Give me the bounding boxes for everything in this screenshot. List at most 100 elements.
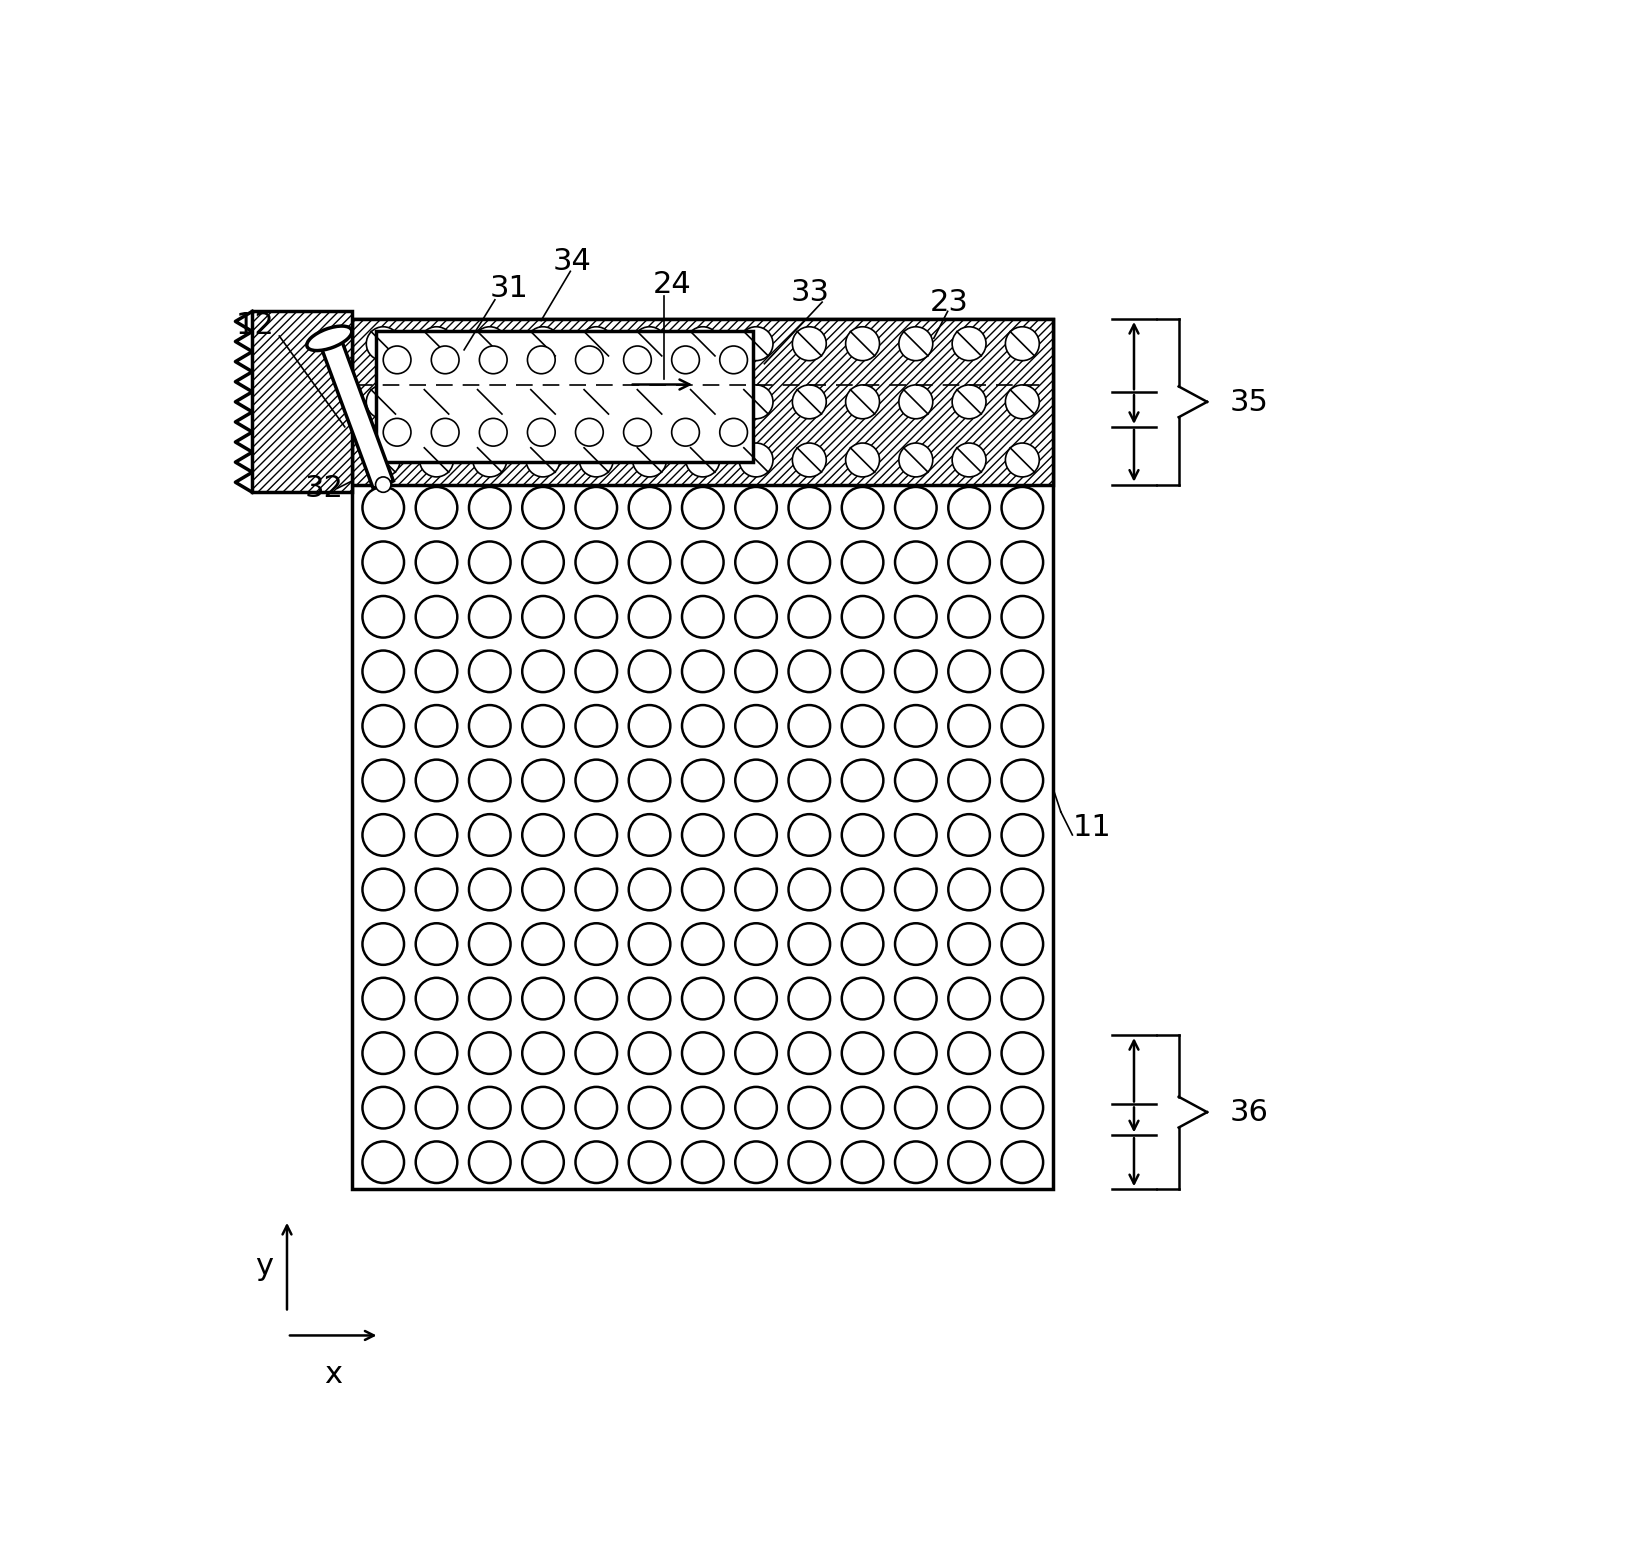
Circle shape bbox=[362, 1032, 404, 1074]
Circle shape bbox=[894, 488, 937, 528]
Circle shape bbox=[949, 706, 990, 746]
Circle shape bbox=[685, 444, 720, 477]
Circle shape bbox=[575, 1087, 618, 1129]
Circle shape bbox=[949, 1142, 990, 1182]
Circle shape bbox=[469, 814, 511, 856]
Circle shape bbox=[789, 488, 830, 528]
Circle shape bbox=[415, 978, 458, 1019]
Circle shape bbox=[575, 814, 618, 856]
Circle shape bbox=[522, 1087, 563, 1129]
Circle shape bbox=[522, 651, 563, 691]
Circle shape bbox=[362, 1087, 404, 1129]
Circle shape bbox=[362, 869, 404, 911]
Circle shape bbox=[1005, 444, 1039, 477]
Circle shape bbox=[366, 326, 400, 361]
Circle shape bbox=[792, 444, 827, 477]
Polygon shape bbox=[320, 334, 394, 488]
Circle shape bbox=[629, 869, 670, 911]
Text: 35: 35 bbox=[1230, 387, 1268, 417]
Circle shape bbox=[362, 1142, 404, 1182]
Circle shape bbox=[415, 924, 458, 964]
Circle shape bbox=[952, 444, 987, 477]
Circle shape bbox=[1005, 384, 1039, 419]
Circle shape bbox=[894, 1142, 937, 1182]
Circle shape bbox=[1001, 596, 1043, 638]
Circle shape bbox=[949, 978, 990, 1019]
Circle shape bbox=[842, 488, 883, 528]
Circle shape bbox=[789, 596, 830, 638]
Circle shape bbox=[682, 759, 723, 801]
Circle shape bbox=[682, 1142, 723, 1182]
Circle shape bbox=[629, 488, 670, 528]
Circle shape bbox=[842, 924, 883, 964]
Circle shape bbox=[949, 924, 990, 964]
Circle shape bbox=[362, 541, 404, 583]
Circle shape bbox=[735, 1032, 777, 1074]
Circle shape bbox=[894, 869, 937, 911]
Circle shape bbox=[1001, 869, 1043, 911]
Circle shape bbox=[575, 651, 618, 691]
Circle shape bbox=[894, 596, 937, 638]
Circle shape bbox=[469, 869, 511, 911]
Circle shape bbox=[415, 814, 458, 856]
Circle shape bbox=[629, 541, 670, 583]
Circle shape bbox=[415, 541, 458, 583]
Circle shape bbox=[789, 978, 830, 1019]
Circle shape bbox=[894, 759, 937, 801]
Circle shape bbox=[842, 759, 883, 801]
Circle shape bbox=[469, 924, 511, 964]
Circle shape bbox=[522, 978, 563, 1019]
Circle shape bbox=[682, 814, 723, 856]
Circle shape bbox=[575, 488, 618, 528]
Circle shape bbox=[672, 419, 700, 447]
Circle shape bbox=[894, 651, 937, 691]
Circle shape bbox=[735, 706, 777, 746]
Circle shape bbox=[949, 1032, 990, 1074]
Circle shape bbox=[682, 924, 723, 964]
Circle shape bbox=[575, 759, 618, 801]
Circle shape bbox=[1001, 706, 1043, 746]
Circle shape bbox=[789, 814, 830, 856]
Circle shape bbox=[792, 326, 827, 361]
Circle shape bbox=[362, 978, 404, 1019]
Circle shape bbox=[952, 326, 987, 361]
Circle shape bbox=[522, 814, 563, 856]
Circle shape bbox=[473, 326, 507, 361]
Circle shape bbox=[629, 706, 670, 746]
Circle shape bbox=[632, 326, 667, 361]
Circle shape bbox=[789, 1142, 830, 1182]
Circle shape bbox=[735, 1087, 777, 1129]
Circle shape bbox=[522, 488, 563, 528]
Circle shape bbox=[789, 759, 830, 801]
Circle shape bbox=[894, 541, 937, 583]
Circle shape bbox=[420, 326, 453, 361]
Circle shape bbox=[735, 1142, 777, 1182]
Text: 11: 11 bbox=[1072, 812, 1112, 842]
Circle shape bbox=[735, 978, 777, 1019]
Text: 12: 12 bbox=[236, 310, 273, 340]
Circle shape bbox=[469, 706, 511, 746]
Circle shape bbox=[789, 706, 830, 746]
Circle shape bbox=[415, 706, 458, 746]
Circle shape bbox=[575, 1142, 618, 1182]
Circle shape bbox=[682, 1032, 723, 1074]
Circle shape bbox=[682, 1087, 723, 1129]
Circle shape bbox=[362, 706, 404, 746]
Circle shape bbox=[473, 444, 507, 477]
Circle shape bbox=[842, 651, 883, 691]
Circle shape bbox=[842, 814, 883, 856]
Circle shape bbox=[682, 596, 723, 638]
Text: x: x bbox=[324, 1359, 343, 1389]
Circle shape bbox=[469, 759, 511, 801]
Circle shape bbox=[894, 978, 937, 1019]
Circle shape bbox=[842, 706, 883, 746]
Circle shape bbox=[842, 541, 883, 583]
Circle shape bbox=[525, 384, 560, 419]
Circle shape bbox=[949, 651, 990, 691]
Text: 34: 34 bbox=[552, 246, 591, 276]
Circle shape bbox=[479, 419, 507, 447]
Circle shape bbox=[894, 814, 937, 856]
Circle shape bbox=[362, 488, 404, 528]
Circle shape bbox=[575, 1032, 618, 1074]
Circle shape bbox=[735, 596, 777, 638]
